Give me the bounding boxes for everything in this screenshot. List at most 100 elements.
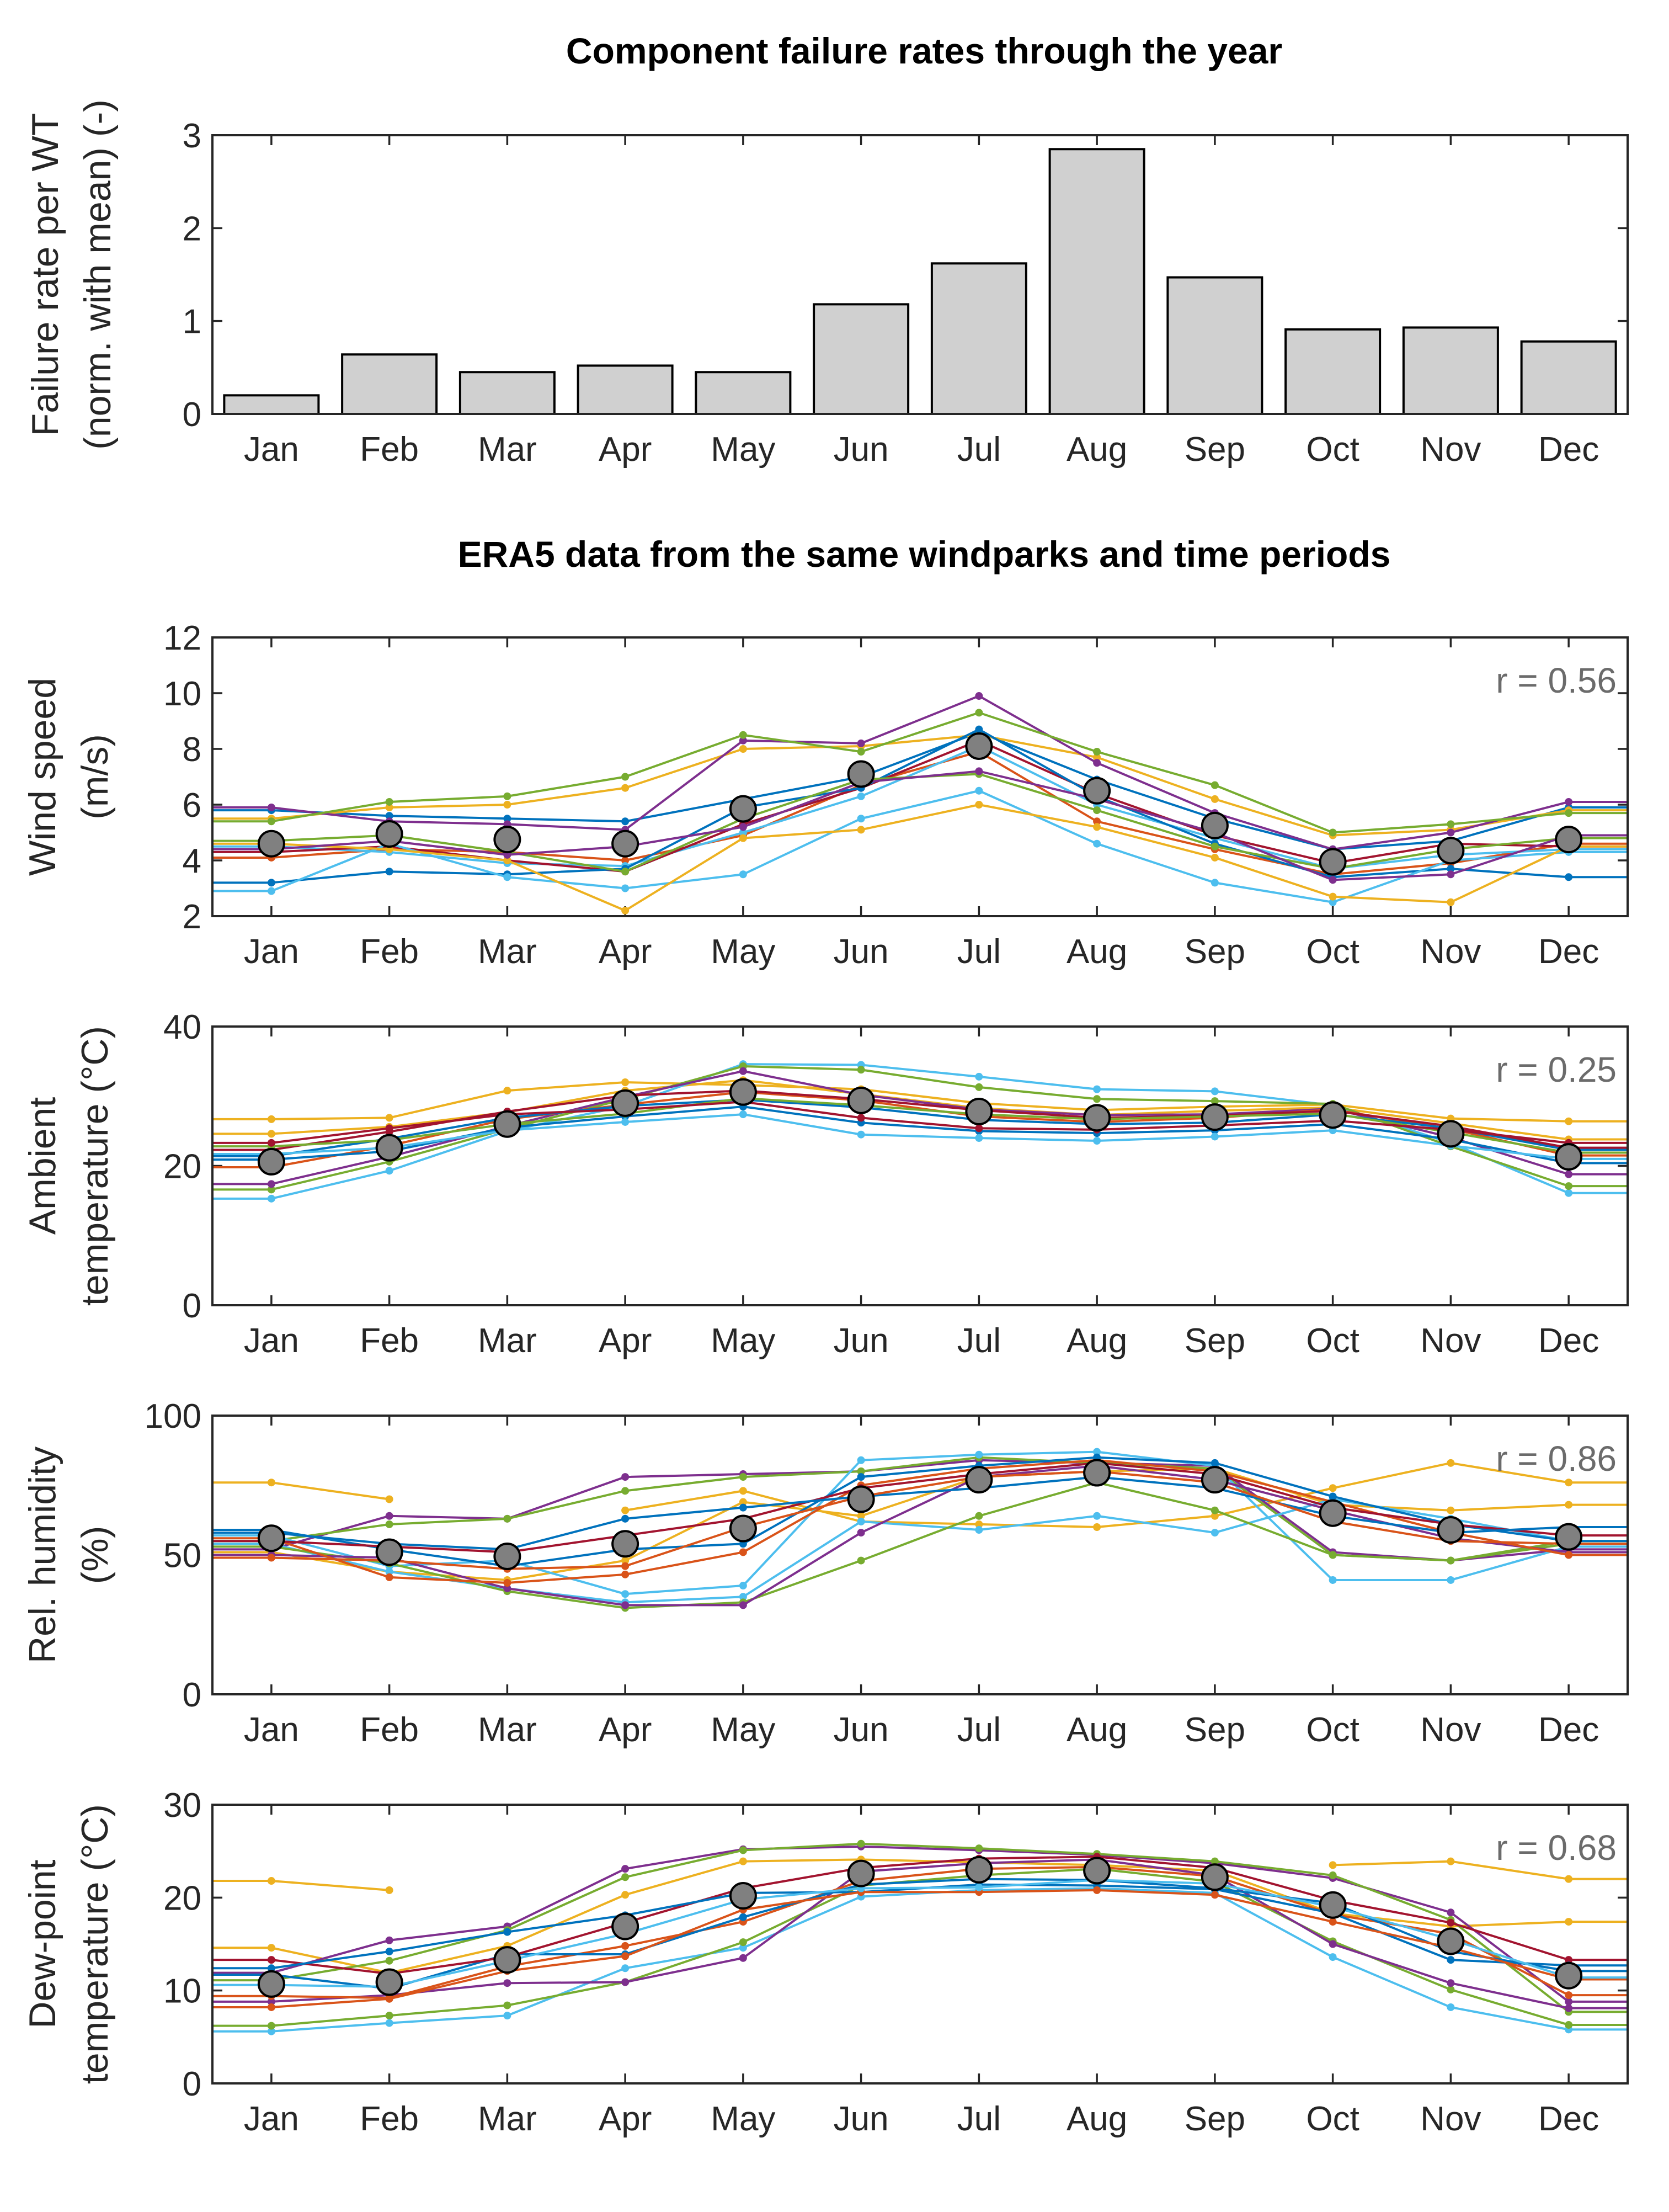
series-lines: [212, 1839, 1628, 2035]
mean-marker-may: [729, 1881, 757, 1910]
series-line-10: [271, 1461, 1569, 1554]
series-point: [385, 1995, 393, 2003]
series-point: [1565, 1875, 1573, 1883]
y-tick-label: 40: [163, 1008, 201, 1046]
mean-marker-aug: [1083, 1857, 1111, 1885]
series-line-8: [271, 789, 1569, 903]
series-point: [739, 834, 747, 842]
series-point: [1093, 817, 1101, 826]
mean-marker-jan: [257, 1524, 285, 1552]
series-point: [857, 1556, 865, 1565]
series-point: [1447, 865, 1455, 873]
y-tick-label: 30: [163, 1786, 201, 1825]
series-point: [857, 1839, 865, 1848]
series-point: [503, 801, 511, 809]
series-point: [621, 1942, 630, 1950]
x-tick-label-jan: Jan: [244, 430, 299, 469]
series-line-3: [271, 1065, 1569, 1191]
series-point: [1093, 759, 1101, 767]
series-point: [621, 1487, 630, 1495]
x-tick-label-oct: Oct: [1306, 2100, 1359, 2138]
series-point: [1093, 806, 1101, 815]
series-point: [267, 1180, 275, 1188]
x-tick-label-aug: Aug: [1067, 1322, 1127, 1360]
series-point: [267, 1997, 275, 2006]
series-line-8: [271, 1878, 1569, 1990]
series-line-12: [271, 1470, 1569, 1570]
x-tick-label-sep: Sep: [1185, 933, 1245, 971]
series-point: [739, 1582, 747, 1590]
series-point: [1565, 1170, 1573, 1178]
series-point: [1565, 1956, 1573, 1964]
mean-marker-dec: [1555, 1523, 1583, 1551]
series-line-0: [271, 1081, 1569, 1123]
series-point: [1565, 809, 1573, 817]
series-point: [739, 731, 747, 739]
series-line-11: [271, 770, 1569, 881]
correlation-label: r = 0.68: [1496, 1828, 1617, 1868]
x-tick-label-apr: Apr: [599, 1711, 652, 1749]
series-line-5: [271, 1868, 1569, 2027]
x-tick-label-jan: Jan: [244, 1711, 299, 1749]
x-tick-label-sep: Sep: [1185, 430, 1245, 469]
series-point: [385, 868, 393, 876]
mean-marker-aug: [1083, 1459, 1111, 1487]
x-tick-label-sep: Sep: [1185, 1711, 1245, 1749]
series-point: [1447, 1857, 1455, 1865]
series-point: [1565, 1918, 1573, 1926]
axes-frame: [211, 1415, 1629, 1695]
series-line-7: [271, 1464, 1569, 1607]
series-lines: [212, 692, 1628, 914]
series-point: [1565, 1991, 1573, 2000]
series-point: [385, 2019, 393, 2027]
series-point: [385, 1886, 393, 1894]
series-line-0: [271, 1481, 390, 1501]
y-axis-label: temperature (°C): [74, 1804, 116, 2084]
series-point: [1565, 1189, 1573, 1197]
series-line-8: [271, 1105, 1569, 1165]
series-point: [503, 1928, 511, 1936]
mean-marker-nov: [1437, 837, 1465, 865]
series-point: [975, 709, 983, 717]
mean-marker-sep: [1201, 1466, 1229, 1494]
mean-marker-sep: [1201, 1103, 1229, 1131]
x-tick-label-apr: Apr: [599, 933, 652, 971]
series-point: [385, 1167, 393, 1175]
series-point: [975, 1134, 983, 1142]
x-tick-label-jun: Jun: [834, 430, 889, 469]
series-point: [1093, 839, 1101, 848]
series-line-8: [271, 1459, 1569, 1584]
x-tick-label-jun: Jun: [834, 1322, 889, 1360]
mean-marker-jul: [965, 732, 993, 760]
x-tick-label-aug: Aug: [1067, 1711, 1127, 1749]
series-point: [503, 1087, 511, 1095]
mean-marker-dec: [1555, 1143, 1583, 1171]
x-tick-label-sep: Sep: [1185, 1322, 1245, 1360]
series-point: [857, 1114, 865, 1122]
correlation-label: r = 0.25: [1496, 1050, 1617, 1089]
x-tick-label-jul: Jul: [957, 430, 1001, 469]
series-point: [857, 1473, 865, 1481]
series-line-6: [271, 1481, 1569, 1609]
bar-jul: [930, 262, 1027, 415]
y-tick-label: 10: [163, 1972, 201, 2011]
series-point: [503, 857, 511, 864]
series-point: [857, 1467, 865, 1475]
series-point: [385, 1567, 393, 1576]
mean-marker-mar: [493, 1543, 521, 1571]
series-point: [1329, 892, 1337, 901]
series-point: [1447, 898, 1455, 906]
series-point: [267, 817, 275, 826]
series-point: [975, 1883, 983, 1891]
x-tick-label-apr: Apr: [599, 1322, 652, 1360]
series-lines: [212, 1060, 1628, 1203]
y-tick-label: 1: [183, 303, 201, 341]
series-point: [503, 2012, 511, 2020]
series-point: [739, 1913, 747, 1921]
series-point: [503, 873, 511, 881]
series-line-2: [271, 1459, 1569, 1562]
series-point: [267, 1139, 275, 1147]
series-line-4: [271, 711, 1569, 834]
y-axis-label: (m/s): [74, 734, 116, 820]
series-point: [1329, 1492, 1337, 1501]
